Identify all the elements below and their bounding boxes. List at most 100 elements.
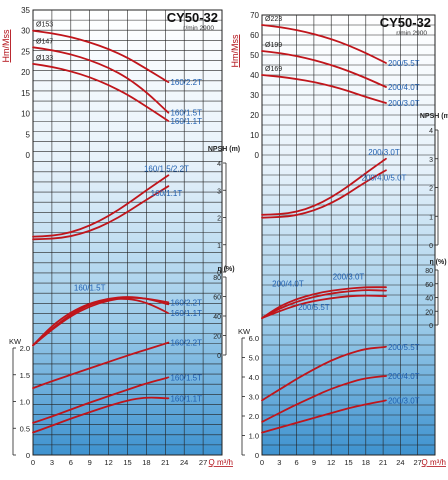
chart0-head-tick-label: 25 [21, 47, 30, 56]
chart1-head-tick-label: 10 [250, 131, 259, 140]
chart1-x-tick-label: 9 [312, 458, 316, 467]
chart0-npsh-tick-label: 0 [217, 270, 221, 277]
chart1-power-curve-200-5-5t [261, 345, 387, 402]
chart0-x-tick-label: 15 [123, 458, 131, 467]
chart1-eff-tick-label: 80 [425, 268, 433, 275]
chart0-npsh-tick-label: 3 [217, 188, 221, 195]
chart0-power-series-label: 160/1.5T [170, 373, 202, 382]
chart0-diameter-label: Ø133 [36, 55, 53, 62]
chart1-eff-curve-200-5-5t [261, 294, 387, 319]
chart0-eff-tick-label: 80 [213, 275, 221, 282]
chart0-eff-tick-label: 20 [213, 334, 221, 341]
chart0-frame [32, 9, 223, 456]
chart1-power-series-label: 200/4.0T [388, 372, 420, 381]
chart0-npsh-tick-label: 2 [217, 216, 221, 223]
chart0-x-tick-label: 3 [50, 458, 54, 467]
chart1-npsh-curve-200-3-0t [261, 157, 387, 216]
chart0-x-tick-label: 27 [199, 458, 207, 467]
chart0-npsh-series-label: 160/1.1T [151, 189, 183, 198]
chart0-npsh-tick-label: 4 [217, 161, 221, 168]
chart0-eff-tick-label: 0 [217, 353, 221, 360]
chart1-eff-curve-200-3-0t [261, 286, 387, 319]
chart1-npsh-curve-200-4-0-5-0t [261, 169, 387, 219]
chart0-eff-axis-label: η (%) [217, 266, 234, 273]
chart0-head-tick-label: 30 [21, 27, 30, 36]
chart0-x-tick-label: 24 [180, 458, 188, 467]
chart1-diameter-label: Ø223 [265, 16, 282, 23]
chart1-x-tick-label: 0 [260, 458, 264, 467]
chart0-power-tick-label: 0.5 [20, 424, 30, 433]
chart0-x-tick-label: 12 [104, 458, 112, 467]
chart1-head-curve-200-4-0t [261, 50, 387, 88]
chart1-eff-series-label: 200/5.5T [298, 303, 330, 312]
chart0-x-tick-label: 21 [161, 458, 169, 467]
chart0-power-curve-160-1-1t [32, 396, 170, 434]
chart1-eff-series-label: 200/3.0T [333, 273, 365, 282]
chart1-npsh-axis-label: NPSH (m) [420, 113, 448, 120]
chart0-chart-subtitle: r/min 2900 [183, 25, 214, 32]
chart0-power-tick-label: 2.0 [20, 344, 30, 353]
chart1-x-axis-label: Q m³/h [422, 458, 446, 467]
chart1-head-tick-label: 70 [250, 11, 259, 20]
chart0-npsh-curve-160-1-1t [32, 185, 170, 241]
chart1-diameter-label: Ø199 [265, 42, 282, 49]
chart0-head-curve-160-1-1t [32, 63, 170, 122]
chart0-npsh-axis-label: NPSH (m) [208, 146, 240, 153]
chart1-eff-tick-label: 40 [425, 296, 433, 303]
chart1-power-curve-200-4-0t [261, 375, 387, 423]
chart0-head-series-label: 160/2.2T [170, 78, 202, 87]
chart0-head-curve-160-2-2t [32, 29, 170, 84]
chart0-eff-tick-label: 60 [213, 295, 221, 302]
chart1-chart-title: CY50-32 [380, 15, 431, 30]
chart1-npsh-series-label: 200/3.0T [368, 148, 400, 157]
chart0-power-tick-label: 0 [26, 451, 30, 460]
chart1-power-series-label: 200/3.0T [388, 396, 420, 405]
chart1-eff-tick-label: 60 [425, 282, 433, 289]
chart1-npsh-tick-label: 4 [429, 128, 433, 135]
chart1-power-tick-label: 4.0 [249, 373, 259, 382]
chart1-power-tick-label: 0 [255, 451, 259, 460]
chart0-power-series-label: 160/1.1T [170, 394, 202, 403]
chart0-power-series-label: 160/2.2T [170, 339, 202, 348]
chart1-x-tick-label: 24 [396, 458, 404, 467]
chart1-eff-tick-label: 20 [425, 309, 433, 316]
chart0-eff-tick-label: 40 [213, 314, 221, 321]
chart0-x-tick-label: 18 [142, 458, 150, 467]
chart0-npsh-series-label: 160/1.5/2.2T [144, 164, 189, 173]
chart0-head-curve-160-1-5t [32, 46, 170, 114]
chart0-head-tick-label: 5 [26, 130, 31, 139]
chart1-eff-tick-label: 0 [429, 323, 433, 330]
chart1-frame [261, 14, 436, 456]
chart1-head-tick-label: 30 [250, 91, 259, 100]
chart1-head-series-label: 200/5.5T [388, 59, 420, 68]
chart1-power-tick-label: 6.0 [249, 334, 259, 343]
chart0-power-tick-label: 1.5 [20, 371, 30, 380]
chart0-diameter-label: Ø147 [36, 38, 53, 45]
chart0-eff-curve-160-1-1t [32, 297, 170, 347]
chart0-eff-series-label: 160/1.5T [74, 284, 106, 293]
chart1-eff-series-label: 200/4.0T [272, 280, 304, 289]
chart1-head-curve-200-3-0t [261, 74, 387, 104]
chart0-x-tick-label: 9 [88, 458, 92, 467]
chart1-power-tick-label: 2.0 [249, 412, 259, 421]
chart1-diameter-label: Ø169 [265, 66, 282, 73]
chart0-power-axis-label: KW [9, 337, 22, 346]
chart1-x-tick-label: 27 [414, 458, 422, 467]
chart0-head-tick-label: 0 [26, 151, 31, 160]
chart1-power-tick-label: 3.0 [249, 393, 259, 402]
chart0-head-series-label: 160/1.1T [170, 117, 202, 126]
chart0-eff-series-label: 160/2.2T [170, 298, 202, 307]
chart1-x-tick-label: 3 [277, 458, 281, 467]
chart0-npsh-curve-160-1-5-2-2t [32, 174, 170, 238]
chart0-head-tick-label: 35 [21, 6, 30, 15]
chart0-x-axis-label: Q m³/h [209, 458, 233, 467]
chart0-npsh-tick-label: 1 [217, 243, 221, 250]
chart0-eff-series-label: 160/1.1T [170, 309, 202, 318]
chart0-head-series-label: 160/1.5T [170, 109, 202, 118]
chart1-chart-subtitle: r/min 2900 [396, 30, 427, 37]
chart0-head-tick-label: 10 [21, 110, 30, 119]
chart1-power-curve-200-3-0t [261, 399, 387, 434]
